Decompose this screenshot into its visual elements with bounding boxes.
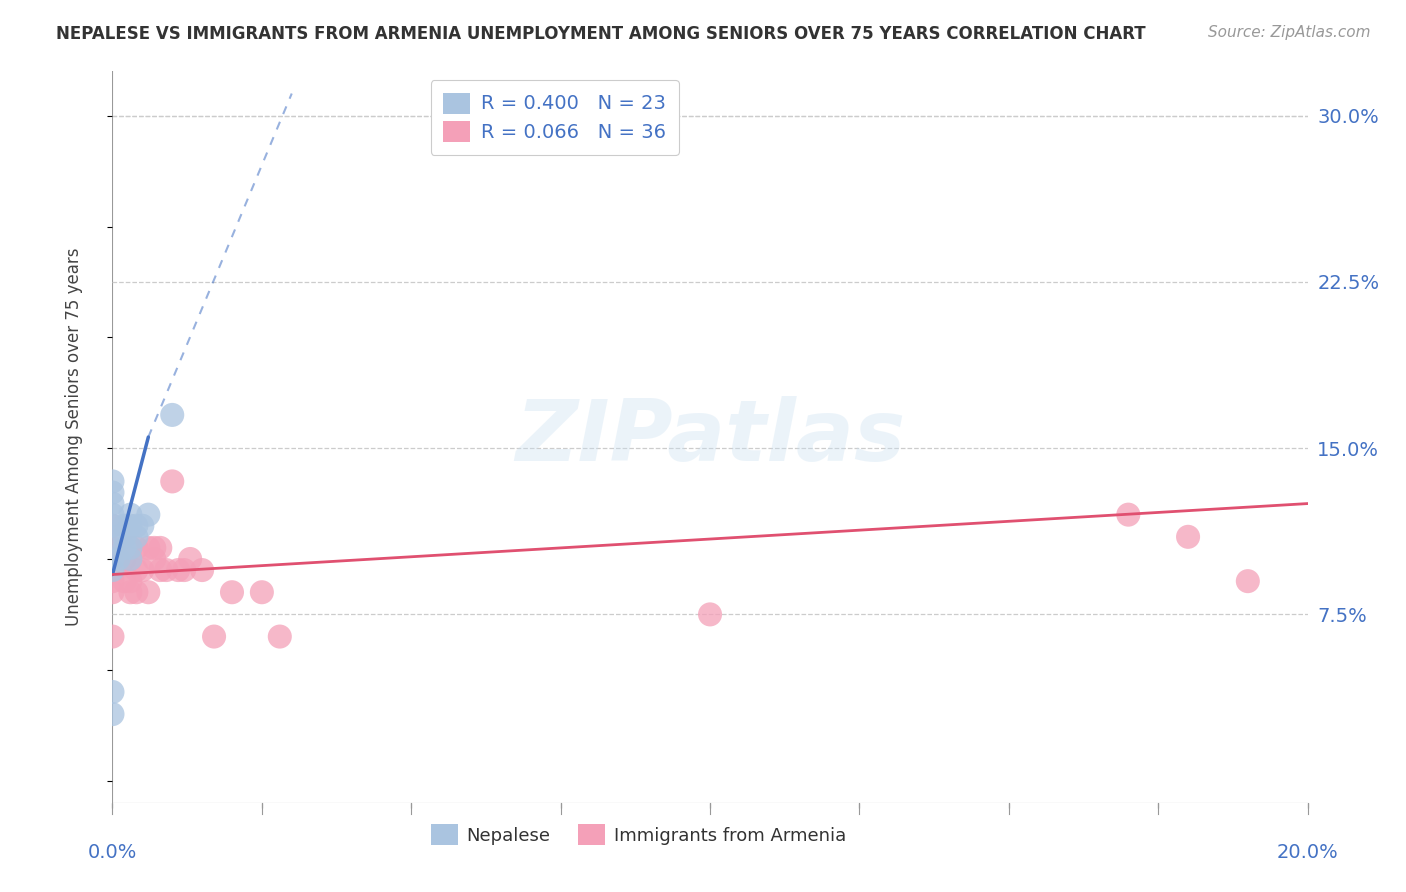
- Point: [101, 541, 124, 555]
- Point: [120, 541, 142, 555]
- Point: [101, 685, 124, 699]
- Point: [138, 541, 160, 555]
- Point: [131, 518, 153, 533]
- Point: [101, 585, 124, 599]
- Point: [101, 475, 124, 489]
- Point: [114, 541, 135, 555]
- Point: [120, 552, 142, 566]
- Point: [1237, 574, 1260, 589]
- Point: [120, 541, 142, 555]
- Point: [120, 574, 142, 589]
- Point: [101, 508, 124, 522]
- Point: [269, 630, 291, 644]
- Point: [114, 552, 135, 566]
- Point: [167, 563, 190, 577]
- Point: [120, 585, 142, 599]
- Point: [131, 563, 153, 577]
- Point: [120, 518, 142, 533]
- Point: [107, 552, 129, 566]
- Point: [1118, 508, 1140, 522]
- Legend: Nepalese, Immigrants from Armenia: Nepalese, Immigrants from Armenia: [423, 817, 853, 852]
- Point: [155, 563, 177, 577]
- Text: NEPALESE VS IMMIGRANTS FROM ARMENIA UNEMPLOYMENT AMONG SENIORS OVER 75 YEARS COR: NEPALESE VS IMMIGRANTS FROM ARMENIA UNEM…: [56, 25, 1146, 43]
- Point: [162, 408, 183, 422]
- Point: [101, 497, 124, 511]
- Point: [149, 563, 172, 577]
- Point: [221, 585, 243, 599]
- Point: [143, 541, 166, 555]
- Point: [114, 518, 135, 533]
- Point: [202, 630, 225, 644]
- Point: [114, 530, 135, 544]
- Point: [101, 485, 124, 500]
- Point: [120, 508, 142, 522]
- Text: Source: ZipAtlas.com: Source: ZipAtlas.com: [1208, 25, 1371, 40]
- Point: [114, 574, 135, 589]
- Point: [101, 563, 124, 577]
- Point: [179, 552, 201, 566]
- Point: [138, 585, 160, 599]
- Point: [101, 707, 124, 722]
- Point: [101, 552, 124, 566]
- Point: [699, 607, 721, 622]
- Point: [101, 518, 124, 533]
- Text: ZIPatlas: ZIPatlas: [515, 395, 905, 479]
- Point: [191, 563, 214, 577]
- Point: [143, 552, 166, 566]
- Point: [125, 541, 148, 555]
- Point: [125, 530, 148, 544]
- Point: [101, 552, 124, 566]
- Text: 20.0%: 20.0%: [1277, 843, 1339, 862]
- Point: [250, 585, 273, 599]
- Point: [138, 508, 160, 522]
- Point: [1177, 530, 1199, 544]
- Point: [125, 518, 148, 533]
- Point: [149, 541, 172, 555]
- Point: [101, 574, 124, 589]
- Point: [101, 630, 124, 644]
- Point: [173, 563, 195, 577]
- Point: [107, 530, 129, 544]
- Point: [101, 518, 124, 533]
- Point: [120, 552, 142, 566]
- Point: [125, 585, 148, 599]
- Point: [162, 475, 183, 489]
- Point: [125, 563, 148, 577]
- Text: 0.0%: 0.0%: [87, 843, 138, 862]
- Text: Unemployment Among Seniors over 75 years: Unemployment Among Seniors over 75 years: [65, 248, 83, 626]
